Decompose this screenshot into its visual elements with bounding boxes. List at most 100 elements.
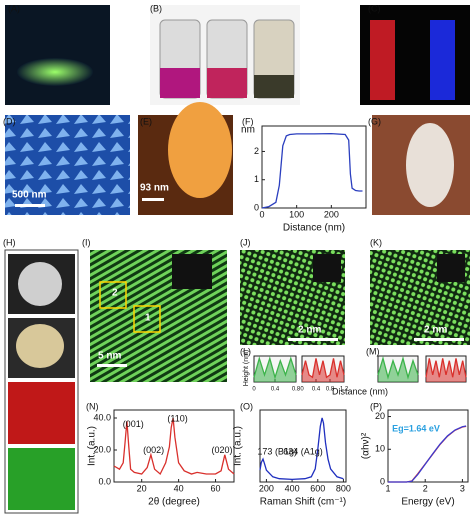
- x-tick-label: 600: [310, 483, 325, 493]
- y-axis-label: Int. (a.u.): [87, 426, 98, 466]
- panel-label: (A): [8, 3, 20, 13]
- vial-red: [370, 20, 395, 100]
- eds-particle: [16, 324, 64, 368]
- annotation: (001): [123, 419, 144, 429]
- panel-label: (B): [150, 3, 162, 13]
- y-axis-label: Int. (a.u.): [233, 426, 244, 466]
- line: [113, 417, 235, 476]
- x-tick-label: 0.4: [312, 387, 321, 393]
- eds-red: [8, 382, 75, 444]
- annotation: 634 (A1g): [283, 446, 323, 456]
- x-tick-label: 0.8: [326, 387, 335, 393]
- line: [261, 132, 363, 209]
- x-tick-label: 20: [137, 483, 147, 493]
- scale-label: 5 nm: [98, 351, 121, 362]
- area: [302, 358, 344, 382]
- line: [253, 356, 297, 380]
- scale-bar: [15, 204, 45, 207]
- line: [377, 356, 419, 380]
- panel-label: (L): [240, 346, 251, 356]
- bottle-liquid: [160, 68, 200, 98]
- panel-label: (P): [370, 401, 382, 411]
- panel-label: (J): [240, 237, 251, 247]
- panel-label: (N): [86, 401, 99, 411]
- region-box: [99, 281, 127, 309]
- scale-label: 93 nm: [140, 183, 169, 194]
- panel-label: (F): [242, 116, 254, 126]
- x-tick-label: 0: [300, 387, 304, 393]
- y-tick-label: 10: [375, 444, 385, 454]
- scale-label: 500 nm: [12, 190, 47, 201]
- region-label: 2: [112, 288, 118, 299]
- afm-3d-flake: [406, 123, 454, 207]
- x-tick-label: 40: [174, 483, 184, 493]
- panel-label: (I): [82, 237, 91, 247]
- eds-particle: [18, 262, 62, 306]
- y-tick-label: 0: [380, 476, 385, 486]
- x-tick-label: 0: [259, 209, 264, 219]
- scale-label: 2 nm: [424, 325, 447, 336]
- y-tick-label: 40.0: [93, 412, 111, 422]
- y-tick-label: 0.0: [98, 476, 111, 486]
- panel-label: (E): [140, 116, 152, 126]
- y-tick-label: 2: [254, 146, 259, 156]
- plot-frame: [387, 409, 469, 483]
- x-tick-label: 0: [252, 387, 256, 393]
- y-tick-label: 20.0: [93, 444, 111, 454]
- saed-inset: [172, 254, 212, 289]
- y-axis-label: nm: [241, 125, 255, 136]
- annotation: Eg=1.64 eV: [392, 423, 440, 433]
- axis-label: Height (nm): [243, 350, 250, 387]
- x-tick-label: 100: [289, 209, 304, 219]
- scale-bar: [288, 338, 338, 341]
- panel-label: (C): [368, 3, 381, 13]
- bottle-liquid: [254, 75, 294, 98]
- y-tick-label: 0: [254, 202, 259, 212]
- panel-label: (H): [3, 237, 16, 247]
- line: [259, 417, 344, 481]
- annotation: (110): [167, 413, 187, 423]
- panel-label: (K): [370, 237, 382, 247]
- bottle-liquid: [207, 68, 247, 98]
- region-label: 1: [145, 313, 151, 324]
- annotation: (020): [211, 445, 232, 455]
- x-tick-label: 1: [385, 483, 390, 493]
- x-tick-label: 60: [211, 483, 221, 493]
- eds-green: [8, 448, 75, 510]
- x-tick-label: 800: [336, 483, 351, 493]
- afm-flake: [168, 102, 232, 198]
- fft-inset: [437, 254, 465, 282]
- x-tick-label: 200: [324, 209, 339, 219]
- scale-bar: [97, 364, 127, 367]
- scale-label: 2 nm: [298, 325, 321, 336]
- panel-label: (D): [3, 116, 16, 126]
- x-axis-label: 2θ (degree): [148, 497, 200, 508]
- photo-a: [5, 5, 110, 105]
- scale-bar: [142, 198, 164, 201]
- panel-label: (G): [368, 116, 381, 126]
- annotation: 173 (B1g): [257, 446, 297, 456]
- x-axis-label: Raman Shift (cm⁻¹): [260, 497, 346, 508]
- x-tick-label: 200: [259, 483, 274, 493]
- panel-label: (O): [240, 401, 253, 411]
- x-tick-label: 1.2: [340, 387, 349, 393]
- fft-inset: [313, 254, 341, 282]
- x-tick-label: 2: [423, 483, 428, 493]
- x-axis-label: Distance (nm): [283, 223, 345, 234]
- photo-a-glow: [17, 58, 93, 86]
- x-tick-label: 0.8: [292, 387, 301, 393]
- region-box: [133, 305, 161, 333]
- line: [425, 358, 467, 378]
- x-tick-label: 400: [285, 483, 300, 493]
- x-tick-label: 0.4: [271, 387, 280, 393]
- x-axis-label: Energy (eV): [401, 497, 454, 508]
- annotation: (002): [143, 445, 164, 455]
- x-tick-label: 3: [460, 483, 465, 493]
- sem-image: [5, 115, 130, 215]
- line: [301, 358, 345, 379]
- area: [426, 358, 466, 382]
- scale-bar: [414, 338, 464, 341]
- panel-label: (M): [366, 346, 380, 356]
- y-tick-label: 20: [375, 411, 385, 421]
